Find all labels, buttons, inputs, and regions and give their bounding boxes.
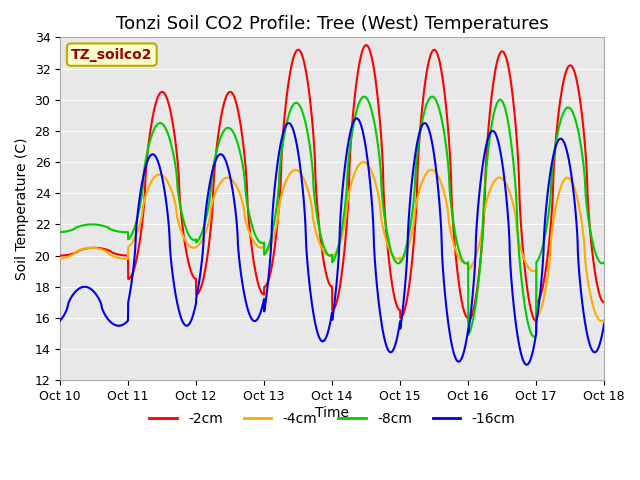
Y-axis label: Soil Temperature (C): Soil Temperature (C): [15, 138, 29, 280]
Text: TZ_soilco2: TZ_soilco2: [71, 48, 152, 61]
X-axis label: Time: Time: [315, 406, 349, 420]
Legend: -2cm, -4cm, -8cm, -16cm: -2cm, -4cm, -8cm, -16cm: [143, 407, 521, 432]
Title: Tonzi Soil CO2 Profile: Tree (West) Temperatures: Tonzi Soil CO2 Profile: Tree (West) Temp…: [116, 15, 548, 33]
